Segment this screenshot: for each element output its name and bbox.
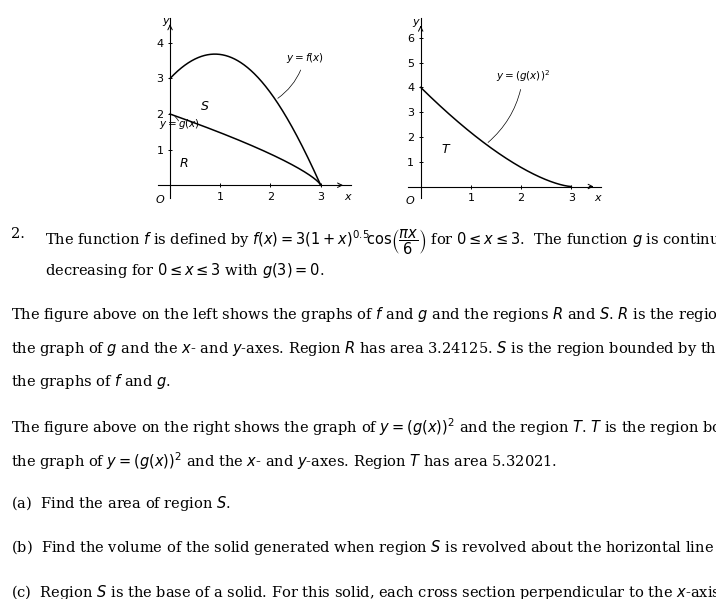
Text: (c)  Region $S$ is the base of a solid. For this solid, each cross section perpe: (c) Region $S$ is the base of a solid. F…: [11, 582, 716, 599]
Text: 2.: 2.: [11, 227, 24, 241]
Text: (b)  Find the volume of the solid generated when region $S$ is revolved about th: (b) Find the volume of the solid generat…: [11, 539, 716, 558]
Text: the graph of $g$ and the $x$- and $y$-axes. Region $R$ has area 3.24125. $S$ is : the graph of $g$ and the $x$- and $y$-ax…: [11, 338, 716, 358]
Text: the graphs of $f$ and $g$.: the graphs of $f$ and $g$.: [11, 373, 170, 391]
Text: $O$: $O$: [155, 193, 165, 205]
Text: The figure above on the right shows the graph of $y = (g(x))^2$ and the region $: The figure above on the right shows the …: [11, 416, 716, 438]
Text: $y$: $y$: [162, 16, 170, 28]
Text: the graph of $y = (g(x))^2$ and the $x$- and $y$-axes. Region $T$ has area 5.320: the graph of $y = (g(x))^2$ and the $x$-…: [11, 450, 557, 472]
Text: $y = f(x)$: $y = f(x)$: [278, 51, 324, 98]
Text: $T$: $T$: [440, 143, 451, 156]
Text: $y$: $y$: [412, 17, 421, 29]
Text: $y = g(x)$: $y = g(x)$: [159, 116, 200, 131]
Text: decreasing for $0 \leq x \leq 3$ with $g(3) = 0$.: decreasing for $0 \leq x \leq 3$ with $g…: [45, 261, 324, 280]
Text: $x$: $x$: [344, 192, 353, 202]
Text: (a)  Find the area of region $S$.: (a) Find the area of region $S$.: [11, 494, 231, 513]
Text: $R$: $R$: [180, 158, 189, 170]
Text: $y = (g(x))^2$: $y = (g(x))^2$: [488, 68, 550, 143]
Text: $O$: $O$: [405, 194, 416, 206]
Text: The function $f$ is defined by $f(x) = 3(1 + x)^{0.5}\!\cos\!\left(\dfrac{\pi x}: The function $f$ is defined by $f(x) = 3…: [45, 227, 716, 257]
Text: $S$: $S$: [200, 101, 210, 113]
Text: The figure above on the left shows the graphs of $f$ and $g$ and the regions $R$: The figure above on the left shows the g…: [11, 305, 716, 324]
Text: $x$: $x$: [594, 193, 604, 202]
